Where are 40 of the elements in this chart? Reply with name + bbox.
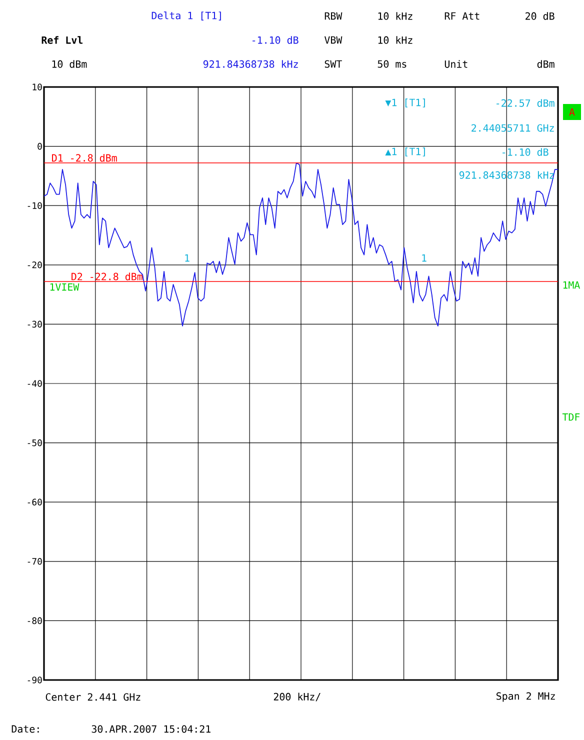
y-tick-label: -40 (28, 380, 42, 387)
text: SWT (324, 60, 342, 68)
annotation: 1 (422, 254, 426, 262)
annotation: ▲1 [T1] (385, 148, 425, 156)
text: TDF (562, 413, 580, 421)
text: -1.10 dB (252, 36, 298, 44)
text: 10 dBm (52, 60, 87, 68)
annotation: 1VIEW (50, 283, 80, 291)
ref-line-label: D1 -2.8 dBm (52, 154, 117, 162)
text: 10 kHz (378, 12, 412, 20)
y-tick-label: -10 (28, 202, 42, 209)
annotation: 1 (185, 254, 190, 262)
text: Center 2.441 GHz (46, 693, 140, 701)
y-tick-label: 0 (38, 142, 42, 150)
text: VBW (324, 36, 342, 44)
text: RF Att (444, 12, 480, 20)
y-tick-label: -70 (28, 558, 42, 565)
text: 1MA (563, 281, 580, 289)
text: 20 dB (526, 12, 554, 20)
y-tick-label: 10 (32, 84, 42, 90)
text: Delta 1 [T1] (152, 12, 221, 20)
text: RBW (324, 12, 342, 20)
text: A (569, 108, 575, 116)
text: 30.APR.2007 15:04:21 (92, 725, 210, 733)
annotation: ▼1 [T1] (385, 98, 425, 108)
text: Unit (444, 60, 468, 68)
text: Span 2 MHz (496, 692, 555, 702)
text: 200 kHz/ (274, 692, 320, 702)
y-tick-label: -20 (28, 262, 42, 268)
text: dBm (537, 60, 554, 68)
y-tick-label: -30 (28, 320, 42, 328)
y-tick-label: -60 (28, 498, 42, 506)
y-tick-label: -90 (28, 676, 42, 684)
text: Ref Lvl (42, 36, 83, 44)
y-tick-label: -80 (28, 617, 42, 624)
text: Date: (12, 725, 39, 733)
text: 921.84368738 kHz (203, 60, 298, 68)
y-tick-label: -50 (28, 439, 42, 446)
text: 10 kHz (378, 36, 412, 44)
text: 50 ms (378, 60, 406, 68)
